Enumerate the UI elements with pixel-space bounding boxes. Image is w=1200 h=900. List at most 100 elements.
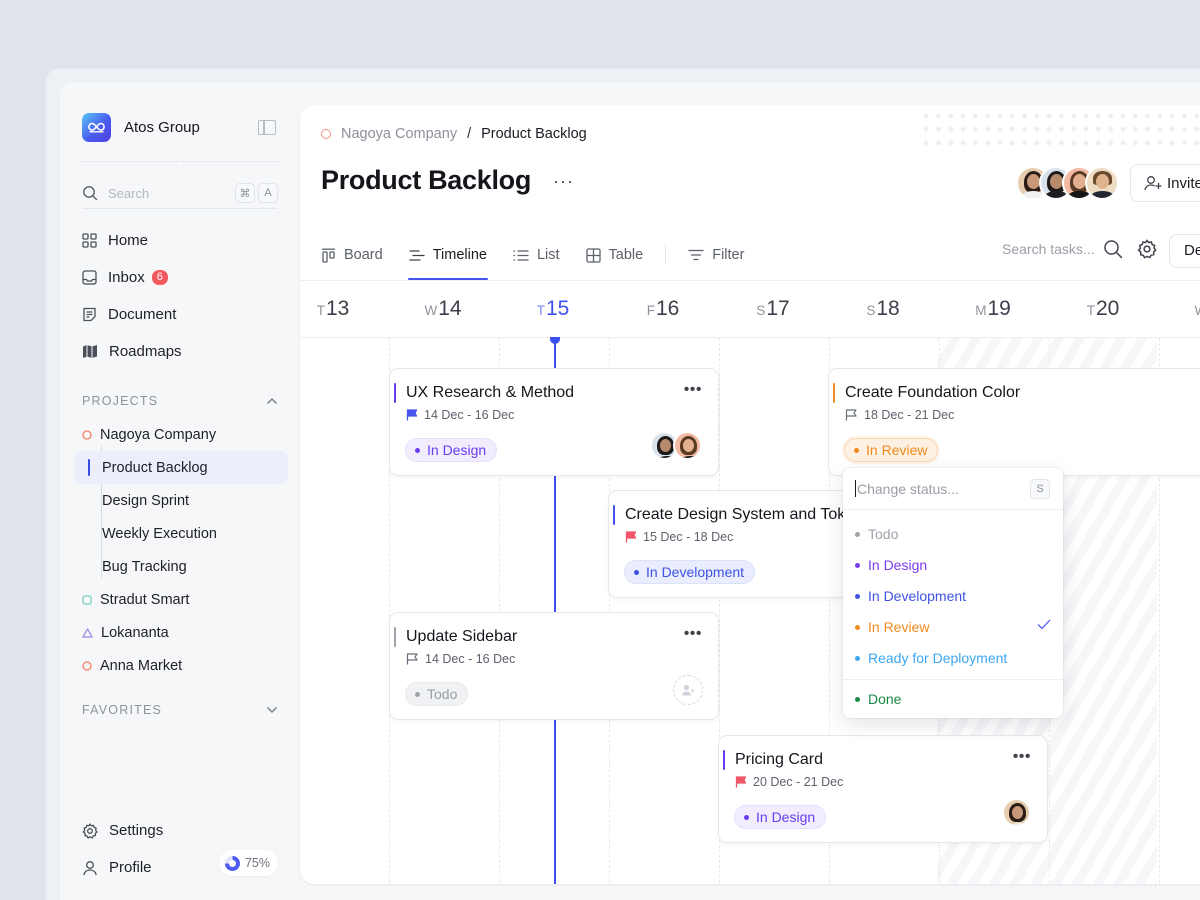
timeline-tools: Search tasks... <box>1002 239 1171 259</box>
task-title: Update Sidebar <box>406 628 518 645</box>
status-badge[interactable]: In Review <box>844 438 939 462</box>
sidebar-footer: Settings Profile 75% <box>82 812 278 886</box>
chevron-up-icon[interactable] <box>266 397 278 405</box>
column-line <box>719 338 720 884</box>
task-search-input[interactable]: Search tasks... <box>1002 241 1095 257</box>
today-marker-handle[interactable] <box>550 337 560 344</box>
task-card[interactable]: Create Design System and Tokens 15 Dec -… <box>608 490 871 598</box>
day-column-header: F16 <box>646 297 680 320</box>
gear-icon <box>82 822 98 839</box>
assignees[interactable] <box>650 431 702 460</box>
workspace-name: Atos Group <box>124 119 200 136</box>
flag-outline-icon <box>406 653 418 665</box>
tab-table[interactable]: Table <box>585 230 643 280</box>
circle-icon <box>82 660 92 671</box>
workspace-logo-icon <box>82 113 111 142</box>
status-badge[interactable]: In Design <box>734 805 827 829</box>
day-column-header: W21 <box>1158 297 1200 321</box>
project-item-product-backlog[interactable]: Product Backlog <box>74 451 288 484</box>
day-column-header: S17 <box>756 297 790 320</box>
card-accent <box>394 627 396 647</box>
search-icon[interactable] <box>1103 239 1123 259</box>
avatar <box>1085 166 1119 200</box>
status-option-in-development[interactable]: In Development <box>855 584 1051 608</box>
task-card[interactable]: Pricing Card 20 Dec - 21 Dec ••• In Desi… <box>718 735 1048 843</box>
project-nagoya-company[interactable]: Nagoya Company <box>74 418 288 451</box>
nav-item-settings[interactable]: Settings <box>82 812 278 849</box>
tab-board[interactable]: Board <box>321 230 383 280</box>
day-column-header: M19 <box>975 297 1011 320</box>
status-option-in-review[interactable]: In Review <box>855 615 1051 639</box>
flag-icon <box>625 531 637 543</box>
day-column-header: S18 <box>866 297 900 320</box>
status-search-input[interactable]: Change status... S <box>843 468 1063 510</box>
change-status-menu: Change status... S Todo In Design In Dev… <box>843 468 1063 718</box>
card-accent <box>394 383 396 403</box>
sidebar-search[interactable]: Search ⌘ A <box>82 178 278 209</box>
timeline-day-header: T13 W14 T15 F16 S17 S18 M19 T20 W21 <box>300 281 1200 337</box>
nav-item-profile[interactable]: Profile <box>82 849 278 886</box>
gear-icon[interactable] <box>1137 239 1157 259</box>
flag-icon <box>406 409 418 421</box>
divider <box>82 161 278 162</box>
status-option-done[interactable]: Done <box>855 687 1051 711</box>
task-title: Pricing Card <box>735 751 824 768</box>
invite-button[interactable]: Invite <box>1130 164 1200 202</box>
map-icon <box>83 345 97 358</box>
project-lokananta[interactable]: Lokananta <box>74 616 288 649</box>
project-anna-market[interactable]: Anna Market <box>74 649 288 682</box>
task-dates: 18 Dec - 21 Dec <box>845 408 954 422</box>
more-options-icon[interactable]: ··· <box>553 171 574 191</box>
breadcrumb-current: Product Backlog <box>481 126 587 142</box>
display-options-button[interactable]: De <box>1169 234 1200 268</box>
card-accent <box>833 383 835 403</box>
main-panel: Nagoya Company / Product Backlog Product… <box>300 105 1200 884</box>
flag-outline-icon <box>845 409 857 421</box>
card-more-icon[interactable]: ••• <box>1012 748 1031 765</box>
status-badge[interactable]: Todo <box>405 682 469 706</box>
status-option-todo[interactable]: Todo <box>855 522 1051 546</box>
sidebar-toggle-icon[interactable] <box>258 120 276 135</box>
chevron-down-icon[interactable] <box>266 706 278 714</box>
add-assignee-icon[interactable] <box>673 675 703 705</box>
day-column-header: T13 <box>316 297 350 320</box>
nav-item-roadmaps[interactable]: Roadmaps <box>82 333 182 370</box>
column-line <box>609 338 610 884</box>
favorites-section-header[interactable]: FAVORITES <box>82 703 278 717</box>
tab-list[interactable]: List <box>513 230 560 280</box>
workspace-switcher[interactable]: Atos Group <box>82 113 200 142</box>
filter-button[interactable]: Filter <box>688 230 744 280</box>
divider <box>300 337 1200 338</box>
breadcrumb-parent[interactable]: Nagoya Company <box>341 126 458 142</box>
project-item-design-sprint[interactable]: Design Sprint <box>102 492 190 509</box>
avatar <box>1002 798 1031 827</box>
nav-item-home[interactable]: Home <box>82 222 182 259</box>
status-option-ready-for-deployment[interactable]: Ready for Deployment <box>855 646 1051 670</box>
status-option-in-design[interactable]: In Design <box>855 553 1051 577</box>
task-card[interactable]: UX Research & Method 14 Dec - 16 Dec •••… <box>389 368 719 476</box>
project-item-weekly-execution[interactable]: Weekly Execution <box>102 525 217 542</box>
task-dates: 14 Dec - 16 Dec <box>406 408 514 422</box>
member-avatars[interactable] <box>1016 166 1119 200</box>
main-nav: Home Inbox 6 Document Roadmaps <box>82 222 182 370</box>
card-accent <box>723 750 725 770</box>
card-more-icon[interactable]: ••• <box>683 381 702 398</box>
breadcrumb: Nagoya Company / Product Backlog <box>321 126 587 142</box>
project-item-bug-tracking[interactable]: Bug Tracking <box>102 558 187 575</box>
task-card[interactable]: Create Foundation Color 18 Dec - 21 Dec … <box>828 368 1200 476</box>
projects-section-header[interactable]: PROJECTS <box>82 394 278 408</box>
project-stradut-smart[interactable]: Stradut Smart <box>74 583 288 616</box>
check-icon <box>1037 619 1051 630</box>
tab-timeline[interactable]: Timeline <box>407 230 489 280</box>
status-badge[interactable]: In Development <box>624 560 756 584</box>
shortcut-key: A <box>258 183 278 203</box>
column-line <box>389 338 390 884</box>
status-badge[interactable]: In Design <box>405 438 498 462</box>
day-column-header-today: T15 <box>536 297 570 320</box>
nav-item-document[interactable]: Document <box>82 296 182 333</box>
task-card[interactable]: Update Sidebar 14 Dec - 16 Dec ••• Todo <box>389 612 719 720</box>
nav-item-inbox[interactable]: Inbox 6 <box>82 259 182 296</box>
assignees[interactable] <box>1002 798 1031 827</box>
task-title: Create Design System and Tokens <box>625 506 872 523</box>
card-more-icon[interactable]: ••• <box>683 625 702 642</box>
